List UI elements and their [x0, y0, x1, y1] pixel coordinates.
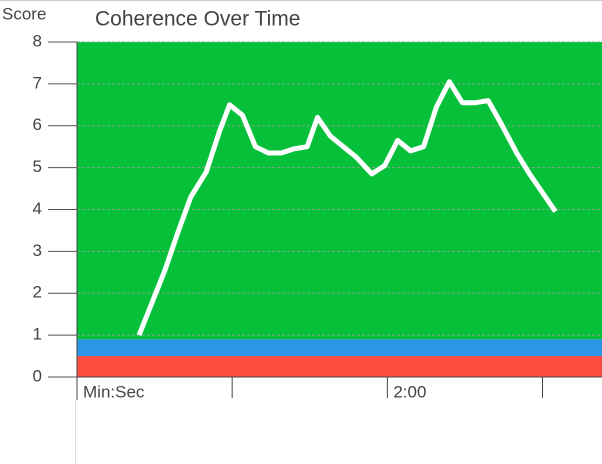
y-tick-label: 8 — [33, 31, 42, 50]
chart-title: Coherence Over Time — [95, 8, 300, 31]
band — [77, 356, 602, 377]
y-tick-label: 3 — [33, 241, 42, 260]
y-tick-label: 1 — [33, 325, 42, 344]
x-tick-label: 2:00 — [393, 382, 426, 401]
band — [77, 42, 602, 340]
y-tick-label: 2 — [33, 283, 42, 302]
y-tick-label: 4 — [33, 199, 42, 218]
line — [136, 79, 558, 337]
y-tick-label: 7 — [33, 73, 42, 92]
y-axis-label: Score — [2, 4, 46, 23]
x-tick-label: Min:Sec — [83, 382, 145, 401]
y-tick-label: 0 — [33, 366, 42, 385]
band — [77, 339, 602, 357]
y-tick-label: 5 — [33, 157, 42, 176]
y-tick-label: 6 — [33, 115, 42, 134]
